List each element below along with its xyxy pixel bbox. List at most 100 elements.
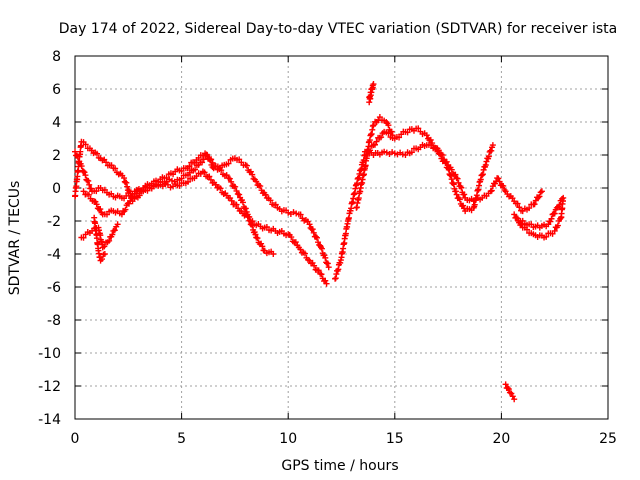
data-point (232, 183, 239, 190)
data-point (515, 218, 522, 224)
x-tick-label: 10 (279, 431, 297, 447)
data-point (243, 162, 250, 169)
data-point (496, 178, 503, 185)
data-point (369, 82, 376, 89)
data-point (209, 159, 216, 166)
data-point (272, 201, 279, 208)
data-point (101, 243, 108, 250)
data-point (453, 191, 460, 198)
data-point (551, 227, 558, 234)
data-point (252, 231, 259, 238)
data-point (310, 229, 317, 236)
data-point (479, 171, 486, 178)
data-point (427, 136, 434, 143)
data-point (72, 148, 78, 155)
data-point (504, 385, 511, 392)
data-point (118, 211, 125, 218)
data-point (270, 251, 277, 257)
data-point (313, 234, 320, 241)
data-point (448, 166, 455, 173)
data-point (206, 173, 213, 180)
data-point (423, 132, 430, 139)
data-point (460, 202, 467, 209)
data-point (244, 213, 251, 220)
data-point (114, 221, 121, 228)
data-point (259, 243, 266, 250)
data-point (184, 178, 191, 185)
data-point (487, 188, 494, 195)
data-point (477, 176, 484, 183)
data-point (85, 191, 92, 198)
data-point (301, 250, 308, 257)
data-point (514, 200, 521, 207)
data-point (228, 197, 235, 204)
data-point (82, 141, 89, 148)
data-point (536, 193, 543, 200)
data-point (93, 188, 100, 195)
data-point (78, 163, 85, 170)
data-point (124, 183, 131, 190)
data-point (549, 211, 556, 218)
data-point (513, 214, 520, 221)
data-point (233, 187, 240, 194)
data-points (72, 81, 567, 403)
y-tick-label: -2 (47, 214, 61, 230)
data-point (537, 189, 544, 196)
y-tick-label: -6 (47, 280, 61, 296)
chart-title: Day 174 of 2022, Sidereal Day-to-day VTE… (59, 21, 617, 37)
data-point (505, 386, 512, 393)
data-point (192, 166, 199, 173)
data-point (186, 163, 193, 170)
data-point (322, 254, 329, 261)
data-point (415, 125, 422, 132)
data-point (443, 158, 450, 165)
data-point (212, 163, 219, 170)
data-point (456, 196, 463, 203)
data-point (254, 235, 261, 242)
plot-frame (74, 55, 609, 420)
data-point (458, 184, 465, 191)
data-point (249, 171, 256, 178)
data-point (511, 396, 518, 403)
data-point (455, 179, 462, 186)
data-point (97, 206, 104, 213)
data-point (123, 179, 130, 186)
y-tick-label: -14 (38, 412, 61, 428)
data-point (435, 147, 442, 154)
data-point (236, 191, 243, 198)
data-point (288, 234, 295, 241)
data-point (226, 175, 233, 182)
data-point (112, 165, 119, 172)
data-point (93, 201, 100, 208)
y-tick-label: 2 (52, 148, 61, 164)
x-tick-label: 5 (177, 431, 186, 447)
data-point (372, 141, 379, 148)
data-point (74, 153, 81, 160)
data-point (366, 99, 373, 106)
data-point (500, 182, 507, 189)
data-point (297, 246, 304, 253)
x-tick-labels: 0 5 10 15 20 25 (71, 431, 617, 447)
data-point (378, 134, 385, 141)
data-point (318, 271, 325, 278)
x-tick-label: 25 (599, 431, 617, 447)
data-point (516, 204, 523, 211)
grid-lines (75, 56, 608, 419)
data-point (450, 181, 457, 188)
y-tick-label: -12 (38, 379, 61, 395)
data-point (452, 188, 459, 195)
data-point (488, 147, 495, 154)
data-point (373, 138, 380, 145)
data-point (318, 245, 325, 252)
data-point (482, 162, 489, 169)
data-point (543, 233, 550, 240)
data-point (538, 188, 545, 195)
data-point (452, 171, 459, 178)
data-point (454, 175, 461, 182)
data-point (225, 160, 232, 167)
data-point (388, 128, 395, 135)
data-point (309, 226, 316, 233)
data-point (518, 221, 525, 228)
y-tick-labels: 8 6 4 2 0 -2 -4 -6 -8 -10 -12 -14 (38, 49, 61, 428)
